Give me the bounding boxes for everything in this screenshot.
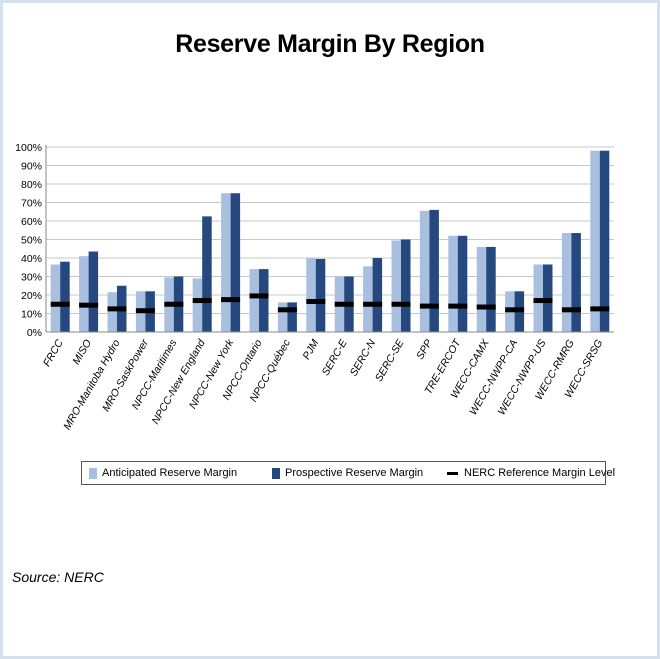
y-tick-label: 80%: [21, 179, 42, 191]
bar-anticipated: [221, 193, 231, 332]
bar-prospective: [372, 258, 383, 332]
reference-marker: [391, 301, 411, 307]
reference-marker: [107, 306, 127, 312]
bar-anticipated: [79, 256, 89, 332]
reference-marker: [476, 304, 496, 310]
x-tick-label: FRCC: [41, 337, 66, 369]
reference-marker: [192, 298, 212, 304]
legend-item-reference: NERC Reference Margin Level: [447, 466, 615, 480]
reference-marker: [334, 301, 354, 307]
reference-marker: [505, 307, 525, 313]
legend-swatch-reference: [447, 471, 458, 475]
legend-swatch-prospective: [272, 467, 280, 479]
reference-marker: [164, 301, 184, 307]
x-tick-label: MISO: [70, 338, 94, 367]
reference-marker: [590, 306, 610, 312]
y-tick-label: 90%: [21, 161, 42, 173]
bar-anticipated: [277, 302, 288, 332]
bar-prospective: [486, 246, 496, 332]
bar-prospective: [60, 261, 70, 332]
legend-label-reference: NERC Reference Margin Level: [464, 467, 616, 479]
bar-anticipated: [107, 292, 117, 332]
y-axis-ticks: 0% 10% 20% 30% 40% 50% 60% 70% 80% 90% 100%: [15, 142, 42, 339]
chart-legend: Anticipated Reserve Margin Prospective R…: [81, 461, 615, 485]
x-tick-label: SERC-E: [320, 337, 351, 378]
legend-swatch-anticipated: [89, 467, 97, 479]
bar-anticipated: [306, 258, 316, 332]
axes: [45, 145, 614, 333]
legend-label-prospective: Prospective Reserve Margin: [285, 467, 424, 479]
reference-marker: [50, 301, 70, 307]
reference-marker: [561, 307, 581, 313]
bar-prospective: [202, 216, 212, 332]
y-tick-label: 60%: [21, 216, 42, 228]
legend-item-anticipated: Anticipated Reserve Margin: [89, 466, 237, 480]
y-tick-label: 100%: [15, 142, 42, 154]
bar-anticipated: [419, 210, 430, 332]
grid-lines: [46, 146, 614, 314]
reference-markers: [50, 293, 610, 314]
reference-marker: [277, 307, 297, 313]
bar-prospective: [429, 209, 439, 332]
bar-anticipated: [590, 150, 600, 332]
bar-prospective: [599, 150, 610, 332]
reference-marker: [249, 293, 269, 299]
y-tick-label: 50%: [21, 235, 42, 247]
reference-marker: [448, 303, 468, 309]
bar-prospective: [571, 233, 581, 332]
bar-anticipated: [50, 264, 61, 332]
bar-anticipated: [391, 240, 401, 332]
y-tick-label: 30%: [21, 272, 42, 284]
x-tick-label: SPP: [414, 338, 435, 362]
bar-prospective: [457, 235, 468, 332]
bar-prospective: [230, 193, 241, 332]
reference-marker: [533, 298, 553, 304]
y-tick-label: 40%: [21, 253, 42, 265]
legend-label-anticipated: Anticipated Reserve Margin: [102, 467, 238, 479]
bar-prospective: [315, 258, 326, 332]
bars: [50, 150, 610, 332]
bar-anticipated: [476, 246, 487, 332]
y-tick-label: 0%: [27, 327, 42, 339]
reference-marker: [363, 301, 383, 307]
bar-anticipated: [249, 269, 259, 332]
source-note: Source: NERC: [12, 569, 104, 585]
bar-prospective: [401, 239, 411, 332]
x-tick-label: SERC-N: [348, 337, 379, 378]
y-tick-label: 10%: [21, 309, 42, 321]
reference-marker: [79, 302, 99, 308]
x-tick-label: PJM: [301, 337, 322, 361]
bar-anticipated: [363, 266, 373, 332]
reference-marker: [419, 303, 439, 309]
bar-anticipated: [192, 278, 203, 332]
reference-marker: [135, 308, 155, 314]
y-tick-label: 20%: [21, 290, 42, 302]
reference-marker: [221, 297, 241, 303]
bar-prospective: [287, 302, 297, 332]
bar-prospective: [259, 269, 269, 332]
reference-marker: [306, 298, 326, 304]
chart-title: Reserve Margin By Region: [175, 30, 485, 58]
bar-anticipated: [561, 233, 572, 332]
legend-item-prospective: Prospective Reserve Margin: [272, 466, 423, 480]
y-tick-label: 70%: [21, 198, 42, 210]
bar-prospective: [88, 251, 99, 332]
bar-anticipated: [448, 235, 458, 332]
